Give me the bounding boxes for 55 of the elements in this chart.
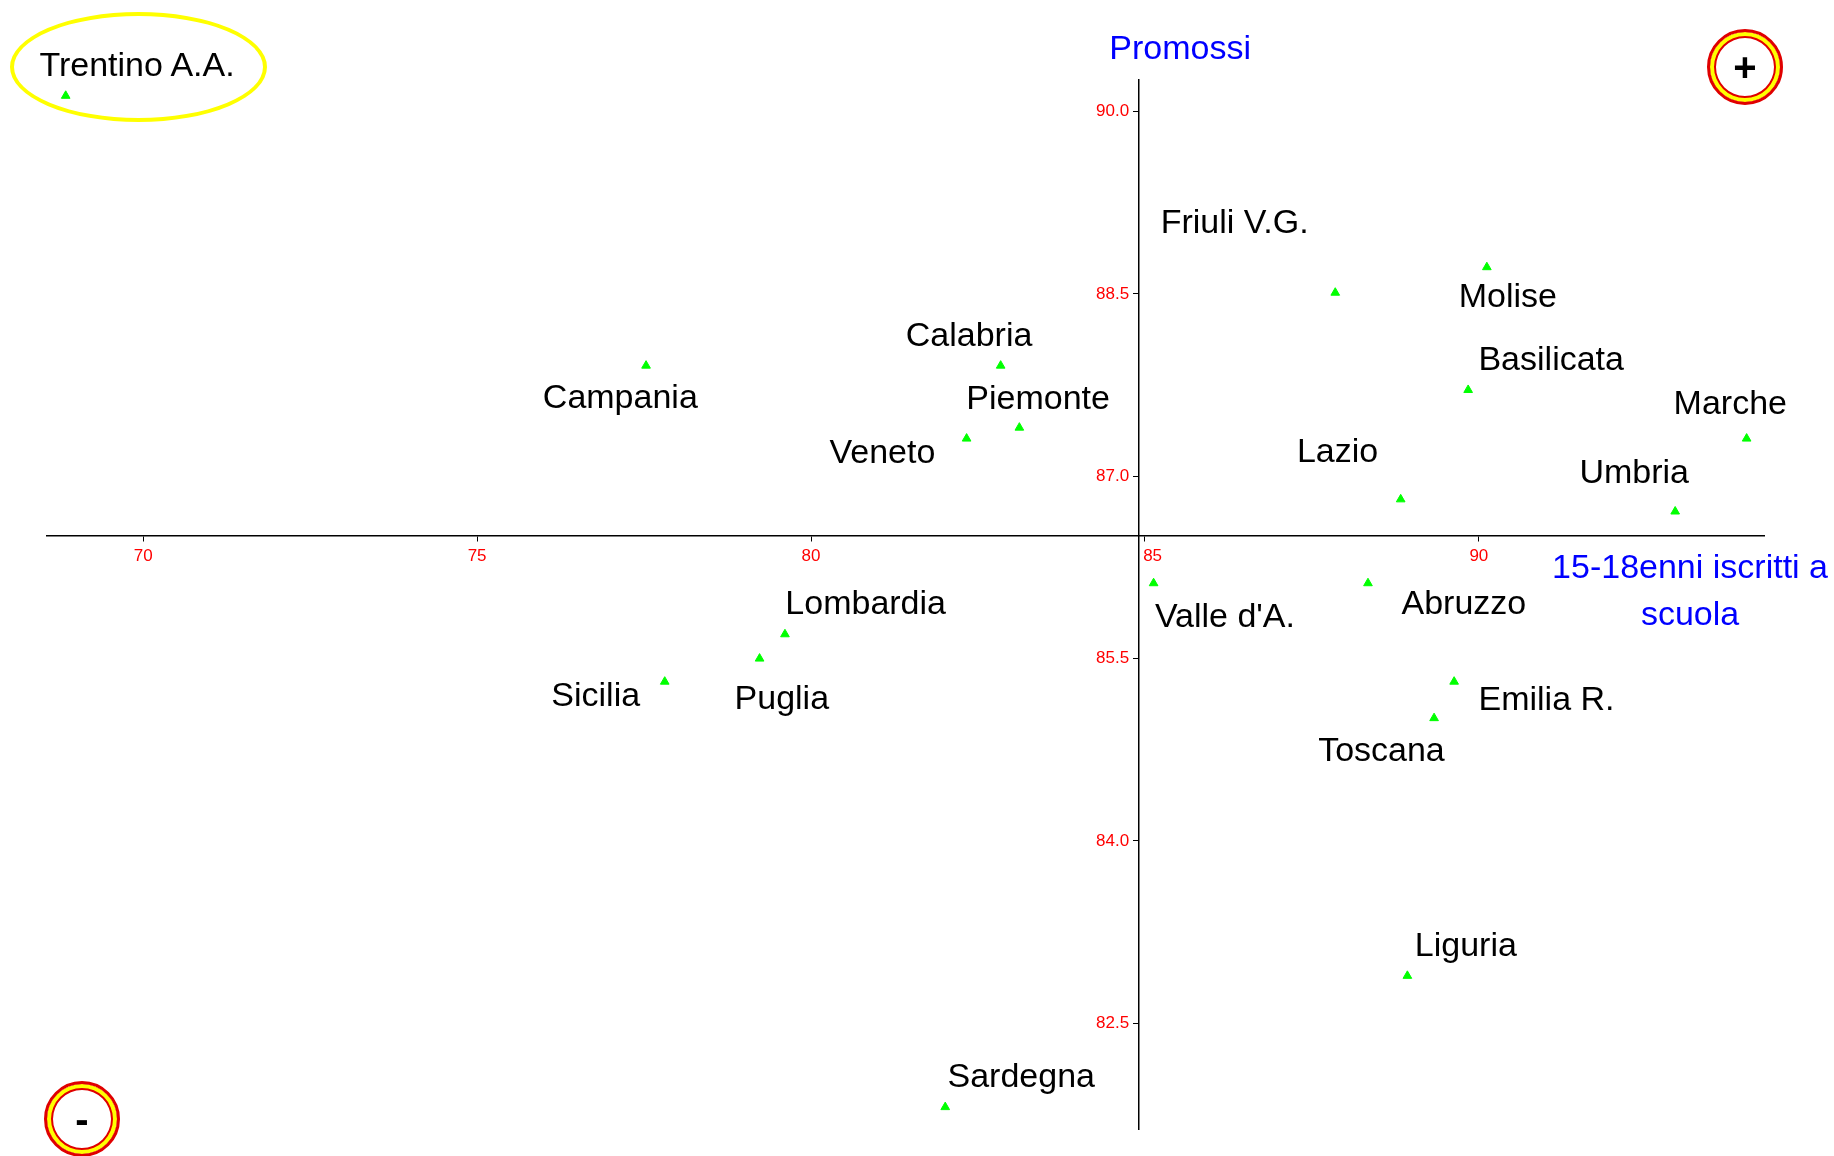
annotation: Valle d'A. — [1154, 595, 1295, 634]
x-tick-label: 70 — [133, 546, 153, 566]
point — [1395, 493, 1406, 503]
point — [1330, 287, 1341, 296]
y-tick-label: 84.0 — [1096, 830, 1130, 850]
point — [995, 360, 1006, 369]
point — [1741, 433, 1752, 442]
annotation: Veneto — [829, 432, 936, 471]
x-tick-label: 80 — [801, 546, 821, 566]
annotation: Sicilia — [551, 675, 641, 714]
circle-outline: + — [1707, 29, 1783, 105]
x-axis-title: 15-18enni iscritti a scuola — [1552, 546, 1829, 632]
point — [754, 653, 765, 662]
y-tick-label: 82.5 — [1096, 1012, 1130, 1032]
point — [1463, 384, 1473, 393]
point — [641, 360, 651, 369]
x-tick-label: 90 — [1469, 546, 1489, 566]
annotation: Puglia — [734, 677, 830, 716]
point — [60, 90, 71, 99]
annotation: Toscana — [1318, 730, 1445, 769]
annotation: Basilicata — [1478, 339, 1625, 378]
point — [1148, 577, 1159, 587]
y-tick-label: 85.5 — [1096, 648, 1130, 668]
annotation: Trentino A.A. — [39, 44, 235, 83]
annotation: Piemonte — [966, 377, 1110, 416]
point — [940, 1101, 951, 1111]
y-tick-label: 90.0 — [1096, 101, 1130, 121]
annotation: Lombardia — [785, 583, 947, 622]
annotation: Marche — [1673, 383, 1787, 422]
annotation: Lazio — [1296, 430, 1379, 469]
annotation: Emilia R. — [1478, 678, 1615, 717]
x-tick-label: 75 — [467, 546, 487, 566]
circle-outline: - — [44, 1081, 120, 1156]
point — [1014, 422, 1025, 431]
annotation: Calabria — [905, 314, 1033, 353]
point — [1402, 970, 1413, 979]
annotation: Campania — [542, 376, 698, 415]
point — [1670, 506, 1681, 515]
y-tick-label: 87.0 — [1096, 465, 1130, 485]
point — [1449, 676, 1459, 685]
annotation: Abruzzo — [1401, 582, 1527, 621]
annotation: Sardegna — [947, 1056, 1096, 1095]
annotation: Umbria — [1579, 452, 1690, 491]
point — [1429, 712, 1439, 722]
point — [659, 676, 670, 685]
point — [1482, 261, 1492, 271]
point — [780, 628, 790, 638]
x-tick-label: 85 — [1143, 546, 1163, 566]
y-tick-label: 88.5 — [1096, 283, 1130, 303]
annotation: Molise — [1458, 275, 1558, 314]
point — [1363, 577, 1373, 587]
y-axis-title: Promossi — [1109, 28, 1251, 67]
point — [961, 433, 972, 442]
annotation: Friuli V.G. — [1160, 202, 1309, 241]
annotation: Liguria — [1414, 924, 1517, 963]
